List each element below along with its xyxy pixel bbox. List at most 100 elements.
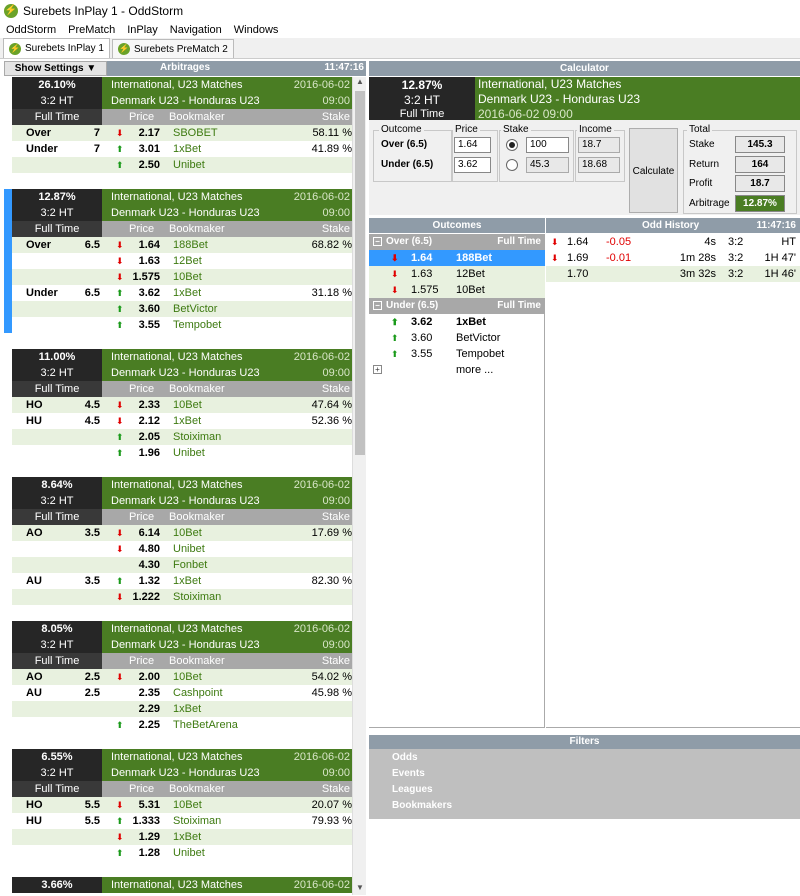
arb-bookmaker-link[interactable]: Stoiximan	[173, 591, 222, 603]
arb-row[interactable]: Under 7 ⬆ 3.01 1xBet 41.89 %	[12, 141, 352, 157]
arb-bookmaker-link[interactable]: Fonbet	[173, 559, 208, 571]
show-settings-button[interactable]: Show Settings ▼	[4, 61, 107, 76]
filter-events[interactable]: Events	[392, 768, 425, 779]
arb-row[interactable]: ⬆ 2.25 TheBetArena	[12, 717, 352, 733]
price-input-over[interactable]: 1.64	[454, 137, 491, 153]
price-input-under[interactable]: 3.62	[454, 157, 491, 173]
arb-bookmaker-link[interactable]: 1xBet	[173, 143, 202, 155]
menu-prematch[interactable]: PreMatch	[68, 24, 116, 36]
calc-outcome-over: Over (6.5)	[381, 139, 428, 150]
arb-row[interactable]: ⬇ 1.29 1xBet	[12, 829, 352, 845]
arb-bookmaker-link[interactable]: Unibet	[173, 847, 205, 859]
stake-input-under[interactable]: 45.3	[526, 157, 569, 173]
history-row[interactable]: 1.70 3m 32s 3:2 1H 46'	[546, 266, 800, 282]
arb-bookmaker-link[interactable]: Stoiximan	[173, 431, 222, 443]
arb-row[interactable]: AU 2.5 2.35 Cashpoint 45.98 %	[12, 685, 352, 701]
arb-row[interactable]: 4.30 Fonbet	[12, 557, 352, 573]
outcome-group-header[interactable]: − Over (6.5) Full Time	[369, 234, 545, 250]
arb-row[interactable]: ⬆ 3.60 BetVictor	[12, 301, 352, 317]
arb-row[interactable]: ⬇ 1.575 10Bet	[12, 269, 352, 285]
arb-bookmaker-link[interactable]: 10Bet	[173, 271, 202, 283]
arb-row[interactable]: Under 6.5 ⬆ 3.62 1xBet 31.18 %	[12, 285, 352, 301]
arb-row[interactable]: ⬆ 3.55 Tempobet	[12, 317, 352, 333]
filter-bookmakers[interactable]: Bookmakers	[392, 800, 453, 811]
outcome-row[interactable]: ⬇ 1.63 12Bet	[369, 266, 545, 282]
arbitrage-scrollbar[interactable]: ▲ ▼	[352, 77, 366, 895]
arb-bookmaker-link[interactable]: 10Bet	[173, 799, 202, 811]
scroll-down-icon[interactable]: ▼	[356, 883, 364, 892]
arb-row[interactable]: AU 3.5 ⬆ 1.32 1xBet 82.30 %	[12, 573, 352, 589]
arbitrage-block[interactable]: 11.00% International, U23 Matches 2016-06-…	[4, 349, 352, 461]
arb-bookmaker-link[interactable]: 1xBet	[173, 831, 202, 843]
expand-icon[interactable]: +	[373, 365, 382, 374]
arbitrage-block[interactable]: 8.64% International, U23 Matches 2016-06-0…	[4, 477, 352, 605]
arbitrage-list[interactable]: 26.10% International, U23 Matches 2016-06-…	[4, 77, 352, 895]
history-row[interactable]: ⬇ 1.64 -0.05 4s 3:2 HT	[546, 234, 800, 250]
arb-row[interactable]: HU 4.5 ⬇ 2.12 1xBet 52.36 %	[12, 413, 352, 429]
tab-surebets-prematch[interactable]: ⚡ Surebets PreMatch 2	[111, 39, 234, 58]
tab-surebets-inplay[interactable]: ⚡ Surebets InPlay 1	[3, 38, 110, 58]
arb-bookmaker-link[interactable]: Unibet	[173, 543, 205, 555]
arb-bookmaker-link[interactable]: TheBetArena	[173, 719, 238, 731]
history-row[interactable]: ⬇ 1.69 -0.01 1m 28s 3:2 1H 47'	[546, 250, 800, 266]
arbitrage-block[interactable]: 3.66% International, U23 Matches 2016-06-0…	[4, 877, 352, 895]
outcome-row[interactable]: ⬆ 3.60 BetVictor	[369, 330, 545, 346]
arb-bookmaker-link[interactable]: 12Bet	[173, 255, 202, 267]
stake-radio-over[interactable]	[506, 139, 518, 151]
collapse-icon[interactable]: −	[373, 301, 382, 310]
arb-bookmaker-link[interactable]: Cashpoint	[173, 687, 223, 699]
arb-row[interactable]: HO 4.5 ⬇ 2.33 10Bet 47.64 %	[12, 397, 352, 413]
arb-bookmaker-link[interactable]: 1xBet	[173, 703, 202, 715]
menu-navigation[interactable]: Navigation	[169, 24, 222, 36]
arb-row[interactable]: Over 7 ⬇ 2.17 SBOBET 58.11 %	[12, 125, 352, 141]
arb-row[interactable]: HU 5.5 ⬆ 1.333 Stoiximan 79.93 %	[12, 813, 352, 829]
filter-odds[interactable]: Odds	[392, 752, 418, 763]
outcome-row[interactable]: ⬆ 3.55 Tempobet	[369, 346, 545, 362]
arb-row[interactable]: Over 6.5 ⬇ 1.64 188Bet 68.82 %	[12, 237, 352, 253]
arb-row[interactable]: ⬇ 1.63 12Bet	[12, 253, 352, 269]
arbitrage-block[interactable]: 8.05% International, U23 Matches 2016-06-0…	[4, 621, 352, 733]
menu-windows[interactable]: Windows	[233, 24, 279, 36]
outcome-row[interactable]: ⬆ 3.62 1xBet	[369, 314, 545, 330]
outcome-group-header[interactable]: − Under (6.5) Full Time	[369, 298, 545, 314]
outcome-price: 1.575	[411, 284, 439, 296]
arb-bookmaker-link[interactable]: BetVictor	[173, 303, 218, 315]
arb-row[interactable]: ⬇ 4.80 Unibet	[12, 541, 352, 557]
arb-row[interactable]: 2.29 1xBet	[12, 701, 352, 717]
arb-bookmaker-link[interactable]: SBOBET	[173, 127, 218, 139]
arbitrage-block[interactable]: 26.10% International, U23 Matches 2016-06-…	[4, 77, 352, 173]
arb-row[interactable]: HO 5.5 ⬇ 5.31 10Bet 20.07 %	[12, 797, 352, 813]
arb-row[interactable]: ⬆ 1.28 Unibet	[12, 845, 352, 861]
filter-leagues[interactable]: Leagues	[392, 784, 433, 795]
arb-bookmaker-link[interactable]: 1xBet	[173, 575, 202, 587]
arb-bookmaker-link[interactable]: 1xBet	[173, 287, 202, 299]
arbitrage-block[interactable]: 12.87% International, U23 Matches 2016-06-…	[4, 189, 352, 333]
menu-inplay[interactable]: InPlay	[127, 24, 158, 36]
outcome-row[interactable]: ⬇ 1.64 188Bet	[369, 250, 545, 266]
arb-bookmaker-link[interactable]: Unibet	[173, 447, 205, 459]
arb-row[interactable]: ⬆ 2.05 Stoiximan	[12, 429, 352, 445]
outcome-row[interactable]: ⬇ 1.575 10Bet	[369, 282, 545, 298]
stake-input-over[interactable]: 100	[526, 137, 569, 153]
arb-row[interactable]: ⬆ 2.50 Unibet	[12, 157, 352, 173]
arb-bookmaker-link[interactable]: 188Bet	[173, 239, 208, 251]
arb-row[interactable]: ⬇ 1.222 Stoiximan	[12, 589, 352, 605]
arb-row[interactable]: ⬆ 1.96 Unibet	[12, 445, 352, 461]
arbitrage-block[interactable]: 6.55% International, U23 Matches 2016-06-0…	[4, 749, 352, 861]
arb-row[interactable]: AO 3.5 ⬇ 6.14 10Bet 17.69 %	[12, 525, 352, 541]
arb-bookmaker-link[interactable]: Tempobet	[173, 319, 222, 331]
arb-bookmaker-link[interactable]: Unibet	[173, 159, 205, 171]
scroll-thumb[interactable]	[355, 91, 365, 455]
calculate-button[interactable]: Calculate	[629, 128, 678, 213]
arb-bookmaker-link[interactable]: 1xBet	[173, 415, 202, 427]
stake-radio-under[interactable]	[506, 159, 518, 171]
arb-bookmaker-link[interactable]: Stoiximan	[173, 815, 222, 827]
arb-bookmaker-link[interactable]: 10Bet	[173, 671, 202, 683]
scroll-up-icon[interactable]: ▲	[356, 77, 364, 86]
arb-bookmaker-link[interactable]: 10Bet	[173, 399, 202, 411]
arb-row[interactable]: AO 2.5 ⬇ 2.00 10Bet 54.02 %	[12, 669, 352, 685]
collapse-icon[interactable]: −	[373, 237, 382, 246]
arb-bookmaker-link[interactable]: 10Bet	[173, 527, 202, 539]
more-outcomes[interactable]: + more ...	[369, 362, 545, 378]
menu-oddstorm[interactable]: OddStorm	[6, 24, 57, 36]
